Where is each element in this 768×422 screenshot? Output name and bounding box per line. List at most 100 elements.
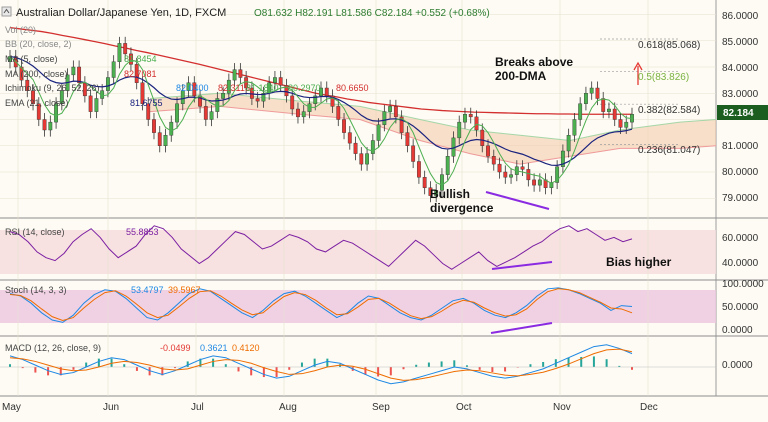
vol-label[interactable]: Vol (20) (5, 25, 36, 35)
candle-body (169, 121, 174, 136)
candle-body (509, 174, 513, 178)
bb-label[interactable]: BB (20, close, 2) (5, 39, 72, 49)
ichimoku-val-1: 82.0400 (176, 83, 209, 93)
rsi-pane (9, 225, 633, 270)
candle-body (175, 103, 179, 123)
price-tick: 86.0000 (722, 11, 759, 22)
collapse-arrow-icon[interactable] (1, 6, 12, 17)
macd-hist-value: -0.0499 (160, 343, 191, 353)
candle-body (434, 190, 439, 196)
candle-body (411, 145, 416, 162)
fib-382-label: 0.382(82.584) (638, 105, 700, 116)
candle-body (192, 82, 197, 97)
stoch-k-value: 53.4797 (131, 285, 164, 295)
candle-body (347, 132, 352, 144)
candle-body (146, 103, 151, 120)
macd-label[interactable]: MACD (12, 26, close, 9) (5, 343, 101, 353)
candle-body (382, 111, 387, 125)
candle-body (537, 179, 542, 186)
month-label: Dec (640, 402, 658, 413)
macd-pane (0, 344, 716, 385)
candle-body (48, 121, 53, 131)
macd-signal-polyline (9, 348, 633, 381)
candle-body (42, 119, 47, 131)
macd-line-polyline (9, 344, 633, 385)
candle-body (393, 106, 398, 118)
candle-body (319, 87, 323, 97)
rsi-label[interactable]: RSI (14, close) (5, 227, 65, 237)
ichimoku-cloud-area (150, 93, 716, 165)
candle-body (59, 90, 64, 104)
price-axis-ticks: 86.0000 85.0000 84.0000 83.0000 81.0000 … (722, 11, 759, 204)
breakout-arrow-head-icon (633, 61, 643, 71)
ma5-label[interactable]: MA (5, close) (5, 54, 58, 64)
candle-body (123, 43, 128, 55)
ichimoku-val-5: 80.6650 (336, 83, 369, 93)
ema-value: 81.6755 (130, 98, 163, 108)
candle-body (491, 156, 496, 165)
ma200-label[interactable]: MA (200, close) (5, 69, 68, 79)
price-tick: 79.0000 (722, 193, 759, 204)
month-label: Sep (372, 402, 390, 413)
candle-body (342, 119, 346, 133)
candle-body (25, 79, 30, 91)
candle-body (560, 150, 565, 167)
candle-body (261, 93, 266, 102)
time-axis: May Jun Jul Aug Sep Oct Nov Dec (2, 402, 658, 413)
candle-body (365, 153, 369, 165)
candle-body (422, 177, 427, 188)
candle-body (486, 145, 490, 157)
last-price-bg (717, 105, 768, 120)
month-label: Aug (279, 402, 297, 413)
stoch-tick-50: 50.0000 (722, 302, 759, 313)
candle-body (54, 103, 58, 123)
candle-body (221, 93, 226, 99)
ema-label[interactable]: EMA (21, close) (5, 98, 69, 108)
stoch-label[interactable]: Stoch (14, 3, 3) (5, 285, 67, 295)
candle-body (186, 82, 191, 91)
candle-body (353, 142, 358, 154)
rsi-tick-40: 40.0000 (722, 258, 759, 269)
candle-body (555, 166, 560, 183)
candle-body (180, 90, 185, 104)
ichimoku-label[interactable]: Ichimoku (9, 26, 52, 26) (5, 83, 100, 93)
candle-body (140, 82, 145, 104)
divergence-line-rsi (491, 261, 553, 270)
candle-body (157, 132, 162, 146)
candle-body (94, 98, 99, 112)
ichimoku-val-4: 80.2970 (288, 83, 321, 93)
candle-body (440, 174, 444, 191)
candle-body (336, 106, 341, 120)
candles (8, 36, 634, 203)
candle-body (152, 119, 156, 133)
candle-body (71, 66, 76, 76)
fib-236-label: 0.236(81.047) (638, 145, 700, 156)
candle-body (296, 108, 300, 118)
candle-body (370, 140, 375, 154)
candle-body (36, 103, 41, 120)
macd-line-value: 0.3621 (200, 343, 228, 353)
candle-body (88, 95, 93, 112)
header: Australian Dollar/Japanese Yen, 1D, FXCM… (1, 6, 490, 19)
ma5-polyline (9, 56, 633, 186)
candle-body (416, 161, 421, 178)
candle-body (388, 106, 393, 112)
candle-body (273, 77, 277, 83)
candle-body (463, 114, 467, 123)
candle-body (589, 87, 594, 94)
candle-body (226, 79, 231, 94)
month-label: Nov (553, 402, 571, 413)
annot-breaks-1: Breaks above (495, 55, 573, 69)
candle-body (238, 69, 243, 78)
candle-body (532, 179, 537, 186)
candle-body (584, 93, 588, 104)
price-tick: 81.0000 (722, 141, 759, 152)
candle-body (330, 95, 335, 107)
candle-body (278, 77, 283, 86)
candle-body (457, 121, 462, 139)
candle-body (117, 43, 122, 62)
rsi-polyline (9, 225, 633, 270)
candle-body (612, 108, 617, 120)
price-tick: 84.0000 (722, 63, 759, 74)
